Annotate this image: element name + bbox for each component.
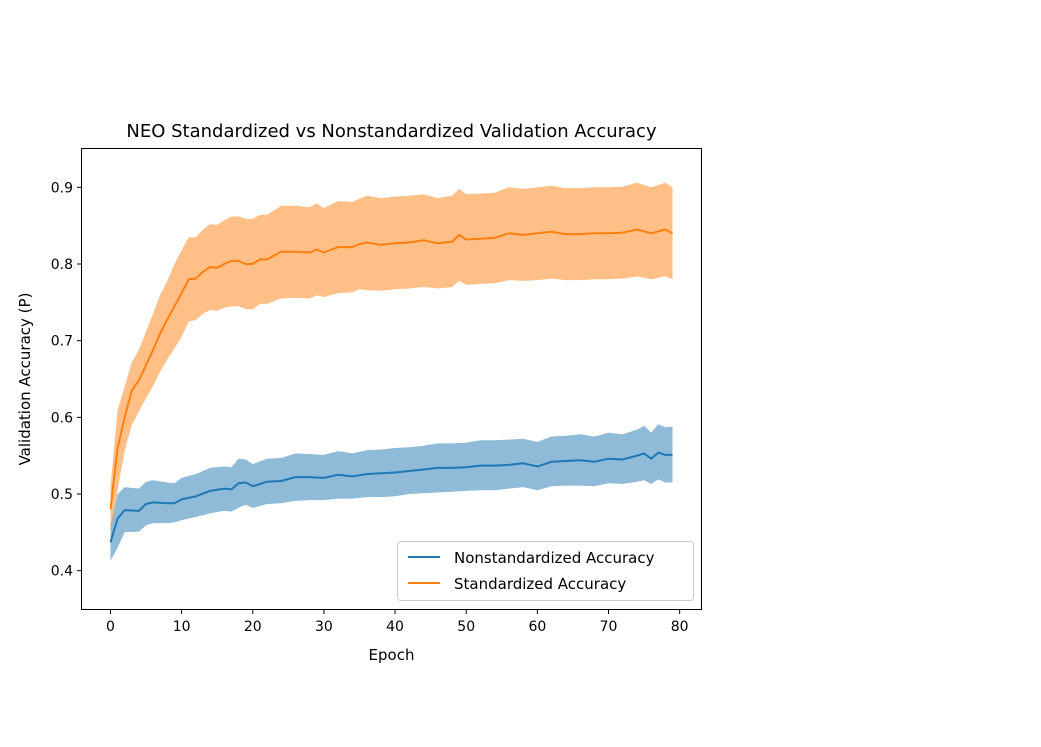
x-tick-label: 10 <box>173 619 191 635</box>
y-tick-label: 0.5 <box>51 487 73 503</box>
x-tick-label: 80 <box>671 619 689 635</box>
y-tick-label: 0.7 <box>51 334 73 350</box>
x-tick-label: 30 <box>315 619 333 635</box>
plot-area <box>109 182 673 561</box>
axis-ticks: 0 10 20 30 40 50 60 70 80 0.4 0.5 0.6 0.7 0.8 0.9 <box>51 180 689 635</box>
x-tick-label: 70 <box>600 619 618 635</box>
y-tick-label: 0.6 <box>51 410 73 426</box>
legend-box <box>397 541 694 601</box>
x-tick-label: 60 <box>528 619 546 635</box>
chart-title: NEO Standardized vs Nonstandardized Vali… <box>126 121 657 142</box>
x-tick-label: 20 <box>244 619 262 635</box>
x-tick-label: 40 <box>386 619 404 635</box>
y-tick-label: 0.4 <box>51 564 73 580</box>
x-tick-label: 0 <box>106 619 115 635</box>
y-tick-label: 0.8 <box>51 257 73 273</box>
band-standardized <box>110 182 673 533</box>
y-axis-title: Validation Accuracy (P) <box>16 293 34 466</box>
y-tick-label: 0.9 <box>51 180 73 196</box>
band-nonstandardized <box>110 424 673 561</box>
line-nonstandardized <box>109 451 673 543</box>
legend-label-standardized: Standardized Accuracy <box>454 575 626 593</box>
x-tick-label: 50 <box>457 619 475 635</box>
line-standardized <box>109 228 673 510</box>
legend: Nonstandardized Accuracy Standardized Ac… <box>397 541 694 601</box>
legend-label-nonstandardized: Nonstandardized Accuracy <box>454 549 655 567</box>
x-axis-title: Epoch <box>369 646 415 664</box>
axes-frame <box>81 148 702 610</box>
